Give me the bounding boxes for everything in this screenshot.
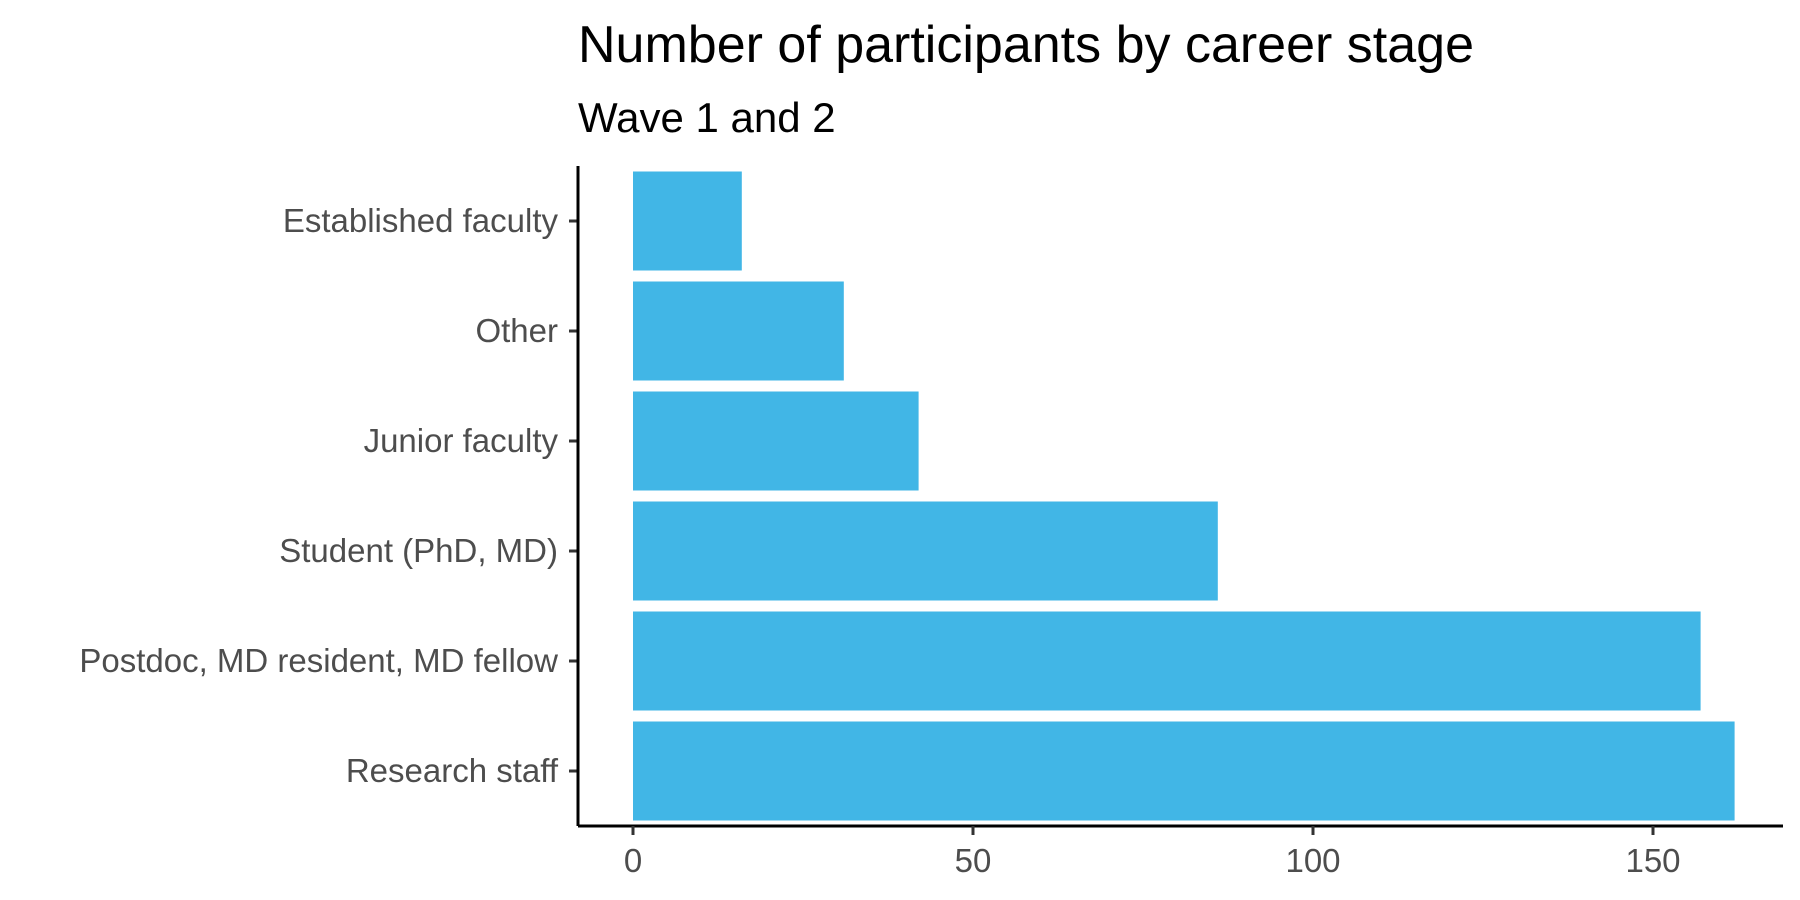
bar-postdoc-md-resident-md-fellow (633, 611, 1701, 711)
y-tick-label: Other (475, 312, 558, 349)
y-axis: Research staff Postdoc, MD resident, MD f… (79, 166, 580, 826)
bar-student-phd-md (633, 501, 1218, 601)
bars-group (633, 171, 1735, 821)
bar-other (633, 281, 844, 381)
bar-junior-faculty (633, 391, 919, 491)
x-tick-label: 100 (1285, 842, 1340, 879)
x-tick-label: 50 (955, 842, 992, 879)
x-tick-label: 0 (624, 842, 642, 879)
chart-subtitle: Wave 1 and 2 (578, 94, 836, 141)
bar-established-faculty (633, 171, 742, 271)
bar-research-staff (633, 721, 1735, 821)
chart-title: Number of participants by career stage (578, 16, 1474, 74)
x-tick-label: 150 (1625, 842, 1680, 879)
y-tick-label: Junior faculty (364, 422, 559, 459)
y-tick-label: Student (PhD, MD) (279, 532, 558, 569)
x-axis: 0 50 100 150 (578, 824, 1783, 879)
y-tick-label: Research staff (346, 752, 559, 789)
y-tick-label: Established faculty (283, 202, 559, 239)
y-tick-label: Postdoc, MD resident, MD fellow (79, 642, 558, 679)
